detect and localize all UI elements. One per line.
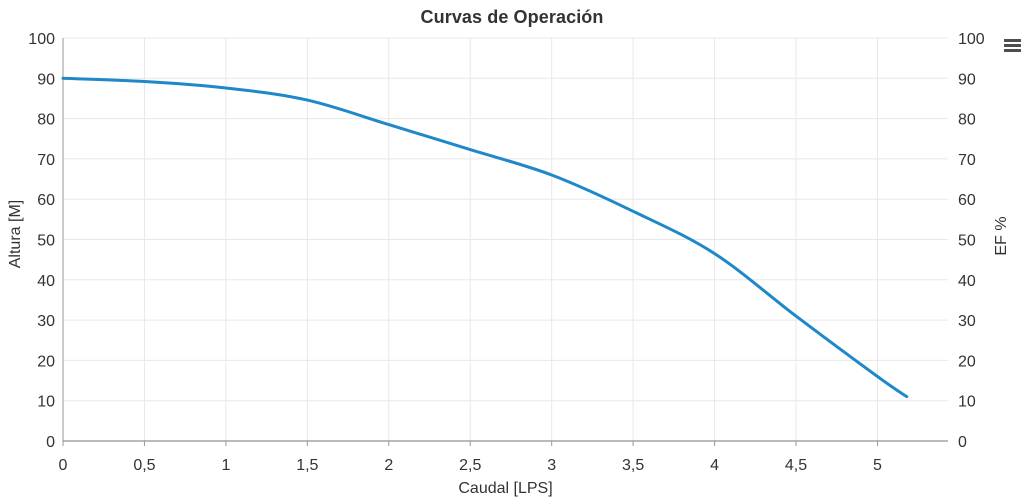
x-tick-label: 0,5 [133, 457, 155, 474]
y-tick-label-right: 100 [958, 31, 985, 48]
y-tick-label-right: 70 [958, 152, 976, 169]
y-tick-label-left: 70 [37, 152, 55, 169]
x-tick-label: 1 [221, 457, 230, 474]
y-tick-label-left: 60 [37, 192, 55, 209]
y-tick-label-left: 10 [37, 394, 55, 411]
chart-title: Curvas de Operación [420, 7, 604, 27]
x-tick-label: 2,5 [459, 457, 481, 474]
y-tick-label-left: 100 [28, 31, 55, 48]
y-tick-label-right: 20 [958, 353, 976, 370]
y-tick-label-right: 0 [958, 434, 967, 451]
y-tick-label-right: 50 [958, 233, 976, 250]
x-axis-title: Caudal [LPS] [458, 480, 553, 497]
y-tick-label-right: 10 [958, 394, 976, 411]
x-tick-label: 3,5 [622, 457, 644, 474]
y-tick-label-left: 20 [37, 353, 55, 370]
x-tick-label: 5 [873, 457, 882, 474]
y-tick-label-left: 40 [37, 273, 55, 290]
y-tick-label-right: 30 [958, 313, 976, 330]
x-tick-label: 2 [384, 457, 393, 474]
y-tick-label-left: 50 [37, 233, 55, 250]
y-tick-label-right: 80 [958, 112, 976, 129]
x-tick-label: 4 [710, 457, 719, 474]
x-tick-label: 4,5 [785, 457, 807, 474]
y-tick-label-left: 30 [37, 313, 55, 330]
y-tick-label-left: 90 [37, 71, 55, 88]
series-curve-altura[interactable] [61, 76, 909, 399]
x-tick-label: 1,5 [296, 457, 318, 474]
x-tick-label: 3 [547, 457, 556, 474]
chart-menu-button[interactable] [1000, 34, 1024, 56]
y-tick-label-left: 0 [46, 434, 55, 451]
y-tick-label-right: 60 [958, 192, 976, 209]
x-tick-label: 0 [59, 457, 68, 474]
y-tick-label-right: 90 [958, 71, 976, 88]
y-axis-title-right: EF % [993, 216, 1010, 256]
y-axis-title-left: Altura [M] [7, 199, 24, 269]
y-tick-label-left: 80 [37, 112, 55, 129]
y-tick-label-right: 40 [958, 273, 976, 290]
